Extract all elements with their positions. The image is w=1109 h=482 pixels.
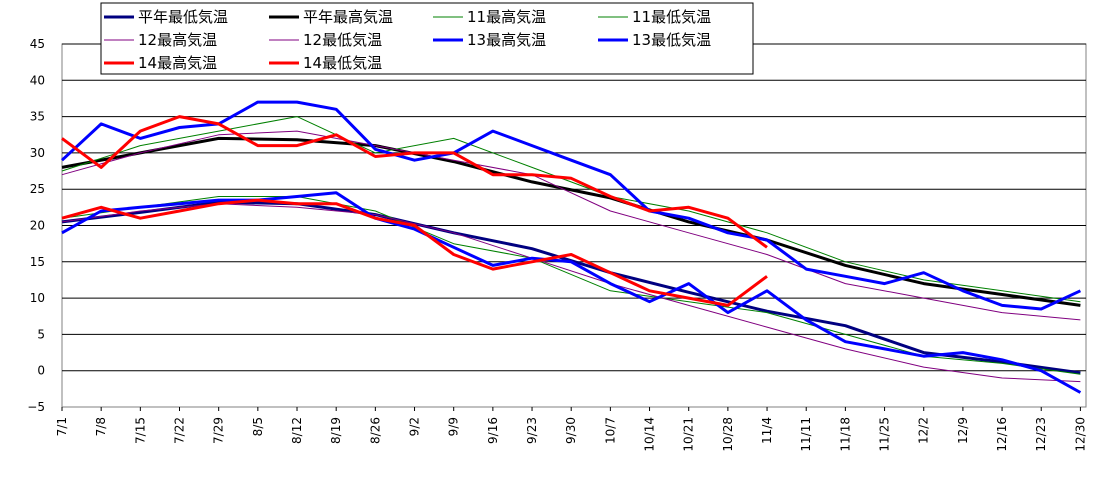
x-tick-label: 9/16: [486, 417, 500, 444]
legend-label: 12最低気温: [303, 31, 382, 49]
x-tick-label: 8/19: [329, 417, 343, 444]
legend-label: 14最低気温: [303, 54, 382, 72]
x-tick-label: 10/7: [603, 417, 617, 444]
y-tick-label: 5: [37, 327, 45, 341]
x-tick-label: 7/8: [94, 417, 108, 436]
series-line-7: [60, 100, 1082, 311]
x-tick-label: 11/25: [878, 417, 892, 452]
legend-label: 13最低気温: [632, 31, 711, 49]
legend-label: 平年最低気温: [138, 8, 228, 26]
x-tick-label: 11/11: [799, 417, 813, 452]
legend-label: 14最高気温: [138, 54, 217, 72]
x-tick-label: 12/23: [1034, 417, 1048, 452]
x-tick-label: 12/2: [917, 417, 931, 444]
x-tick-label: 12/9: [956, 417, 970, 444]
legend-label: 11最高気温: [467, 8, 546, 26]
series-line-5: [61, 130, 1081, 321]
series-line-9: [61, 115, 768, 249]
x-tick-label: 7/22: [173, 417, 187, 444]
x-tick-label: 11/4: [760, 417, 774, 444]
x-tick-label: 8/12: [290, 417, 304, 444]
series-line-6: [61, 203, 1081, 383]
x-tick-label: 9/23: [525, 417, 539, 444]
y-tick-label: 40: [30, 73, 45, 87]
x-tick-label: 9/30: [564, 417, 578, 444]
legend: 平年最低気温 平年最高気温 11最高気温 11最低気温 12最高気温 12最低気温 13最高…: [100, 2, 754, 75]
legend-label: 13最高気温: [467, 31, 546, 49]
x-tick-label: 9/2: [408, 417, 422, 436]
y-tick-label: 20: [30, 219, 45, 233]
y-tick-label: 45: [30, 37, 45, 51]
y-tick-label: 30: [30, 146, 45, 160]
legend-label: 12最高気温: [138, 31, 217, 49]
series-line-8: [61, 191, 1082, 394]
y-tick-label: 25: [30, 182, 45, 196]
series-line-2: [61, 136, 1081, 307]
x-axis: 7/1 7/8 7/15 7/22 7/29 8/5 8/12 8/19 8/26 9/2 9/9 9…: [55, 407, 1087, 452]
series-line-10: [61, 198, 768, 307]
x-tick-label: 11/18: [838, 417, 852, 452]
x-tick-label: 7/29: [212, 417, 226, 444]
legend-box: [100, 2, 754, 75]
series-layer: [60, 100, 1082, 394]
x-tick-label: 10/14: [643, 417, 657, 452]
x-tick-label: 10/28: [721, 417, 735, 452]
x-tick-label: 7/15: [133, 417, 147, 444]
x-tick-label: 10/21: [682, 417, 696, 452]
x-tick-label: 7/1: [55, 417, 69, 436]
x-tick-label: 12/16: [995, 417, 1009, 452]
y-tick-label: 15: [30, 255, 45, 269]
y-tick-label: 35: [30, 110, 45, 124]
x-tick-label: 8/5: [251, 417, 265, 436]
legend-label: 平年最高気温: [303, 8, 393, 26]
x-tick-label: 12/30: [1073, 417, 1087, 452]
y-tick-label: 0: [37, 364, 45, 378]
x-tick-label: 9/9: [447, 417, 461, 436]
y-axis: −5 0 5 10 15 20 25 30 35 40 45: [27, 37, 45, 414]
grid-layer: [61, 43, 1087, 408]
y-tick-label: −5: [27, 400, 45, 414]
legend-label: 11最低気温: [632, 8, 711, 26]
y-tick-label: 10: [30, 291, 45, 305]
x-tick-label: 8/26: [368, 417, 382, 444]
